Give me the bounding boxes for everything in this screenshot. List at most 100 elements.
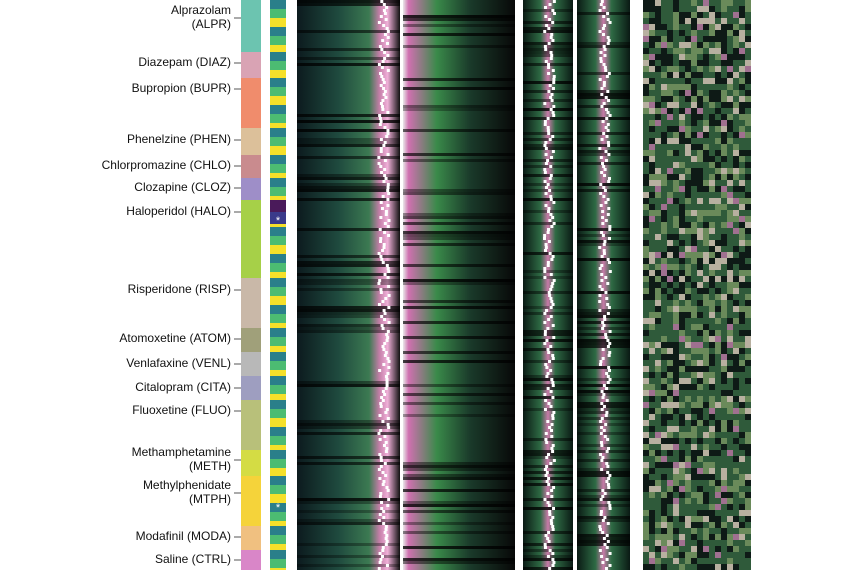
heatmap-cell — [703, 480, 709, 486]
heatmap-cell — [685, 192, 691, 198]
trace — [601, 456, 605, 459]
trace — [604, 126, 608, 129]
heatmap-cell — [709, 498, 715, 504]
heatmap-cell — [721, 294, 727, 300]
trace — [605, 117, 609, 120]
heatmap-cell — [721, 180, 727, 186]
heatmap-cell — [649, 246, 655, 252]
heatmap-cell — [733, 408, 739, 414]
heatmap-cell — [721, 480, 727, 486]
heatmap-cell — [685, 450, 691, 456]
trace — [386, 204, 390, 207]
heatmap-cell — [721, 12, 727, 18]
heatmap-cell — [727, 216, 733, 222]
heatmap-cell — [721, 486, 727, 492]
heatmap-cell — [673, 30, 679, 36]
heatmap-cell — [643, 294, 649, 300]
heatmap-cell — [667, 420, 673, 426]
heatmap-row — [523, 165, 573, 168]
heatmap-cell — [697, 48, 703, 54]
heatmap-cell — [709, 114, 715, 120]
heatmap-cell — [655, 120, 661, 126]
heatmap-cell — [721, 438, 727, 444]
heatmap-cell — [661, 18, 667, 24]
trace — [606, 111, 610, 114]
heatmap-cell — [745, 432, 751, 438]
heatmap-row — [523, 147, 573, 150]
trace — [599, 453, 603, 456]
trace — [543, 120, 547, 123]
heatmap-cell — [667, 438, 673, 444]
heatmap-cell — [703, 540, 709, 546]
heatmap-cell — [667, 414, 673, 420]
heatmap-cell — [739, 288, 745, 294]
heatmap-cell — [691, 534, 697, 540]
heatmap-cell — [721, 348, 727, 354]
heatmap-cell — [679, 156, 685, 162]
heatmap-row — [523, 408, 573, 411]
heatmap-cell — [715, 474, 721, 480]
heatmap-cell — [691, 294, 697, 300]
trace — [607, 366, 611, 369]
trace — [547, 210, 551, 213]
trace — [547, 66, 551, 69]
heatmap-cell — [739, 6, 745, 12]
trace — [383, 312, 387, 315]
heatmap-cell — [643, 492, 649, 498]
trace — [380, 0, 384, 3]
trace — [552, 459, 556, 462]
heatmap-cell — [691, 30, 697, 36]
heatmap-cell — [697, 450, 703, 456]
heatmap-row — [297, 114, 400, 117]
trace — [604, 291, 608, 294]
heatmap-cell — [673, 90, 679, 96]
heatmap-row — [297, 177, 400, 180]
heatmap-cell — [697, 504, 703, 510]
heatmap-cell — [667, 510, 673, 516]
heatmap-cell — [715, 504, 721, 510]
trace — [606, 36, 610, 39]
heatmap-cell — [697, 378, 703, 384]
heatmap-cell — [739, 30, 745, 36]
dose-block — [270, 137, 286, 146]
heatmap-cell — [655, 342, 661, 348]
heatmap-cell — [661, 330, 667, 336]
heatmap-cell — [721, 444, 727, 450]
heatmap-cell — [745, 240, 751, 246]
heatmap-row — [297, 381, 400, 384]
heatmap-cell — [643, 546, 649, 552]
heatmap-cell — [745, 540, 751, 546]
trace — [549, 174, 553, 177]
heatmap-cell — [691, 72, 697, 78]
trace — [606, 540, 610, 543]
heatmap-cell — [721, 48, 727, 54]
trace — [549, 213, 553, 216]
trace — [546, 501, 550, 504]
heatmap-cell — [685, 198, 691, 204]
heatmap-cell — [673, 78, 679, 84]
heatmap-cell — [679, 282, 685, 288]
heatmap-row — [297, 384, 400, 387]
trace — [386, 132, 390, 135]
heatmap-cell — [649, 468, 655, 474]
trace — [379, 72, 383, 75]
heatmap-cell — [721, 378, 727, 384]
heatmap-cell — [745, 414, 751, 420]
trace — [606, 12, 610, 15]
heatmap-cell — [691, 348, 697, 354]
heatmap-cell — [691, 156, 697, 162]
heatmap-cell — [673, 372, 679, 378]
heatmap-cell — [739, 234, 745, 240]
heatmap-cell — [691, 312, 697, 318]
heatmap-cell — [649, 480, 655, 486]
heatmap-cell — [661, 222, 667, 228]
heatmap-row — [297, 420, 400, 423]
heatmap-cell — [661, 252, 667, 258]
heatmap-cell — [685, 138, 691, 144]
heatmap-cell — [661, 414, 667, 420]
heatmap-cell — [673, 528, 679, 534]
heatmap-cell — [655, 486, 661, 492]
heatmap-cell — [679, 450, 685, 456]
heatmap-cell — [745, 504, 751, 510]
heatmap-cell — [649, 186, 655, 192]
